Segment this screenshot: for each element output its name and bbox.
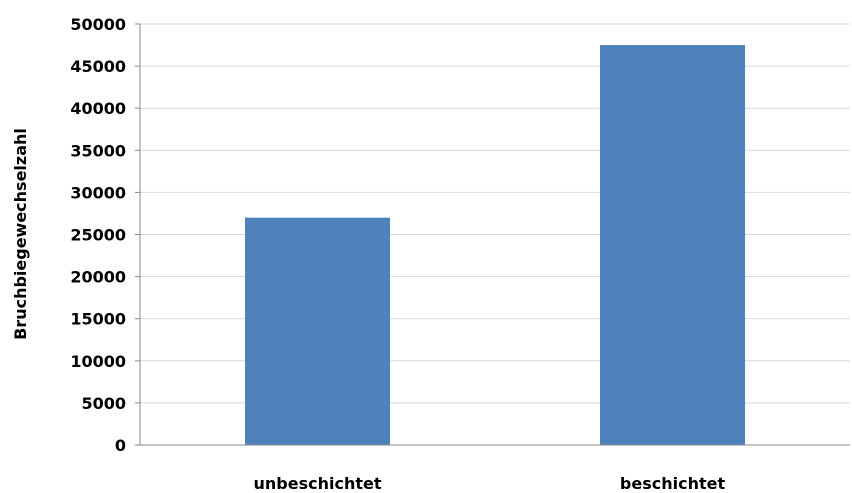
axes — [135, 23, 850, 446]
x-tick-label: beschichtet — [620, 474, 726, 493]
bars — [245, 45, 745, 446]
y-tick-label: 10000 — [70, 352, 126, 371]
y-tick-label: 20000 — [70, 268, 126, 287]
bar-unbeschichtet — [245, 217, 390, 445]
y-tick-labels: 0 5000 10000 15000 20000 25000 30000 35000 40000… — [70, 15, 126, 455]
y-tick-label: 0 — [115, 436, 126, 455]
x-tick-label: unbeschichtet — [254, 474, 382, 493]
y-tick-label: 15000 — [70, 310, 126, 329]
bar-beschichtet — [600, 45, 745, 446]
y-tick-label: 50000 — [70, 15, 126, 34]
y-tick-label: 40000 — [70, 99, 126, 118]
y-tick-label: 5000 — [81, 394, 126, 413]
x-tick-labels: unbeschichtet beschichtet — [254, 474, 726, 493]
y-tick-label: 45000 — [70, 57, 126, 76]
y-tick-label: 30000 — [70, 183, 126, 202]
y-axis-title: Bruchbiegewechselzahl — [11, 128, 30, 340]
y-tick-label: 35000 — [70, 141, 126, 160]
y-tick-label: 25000 — [70, 226, 126, 245]
